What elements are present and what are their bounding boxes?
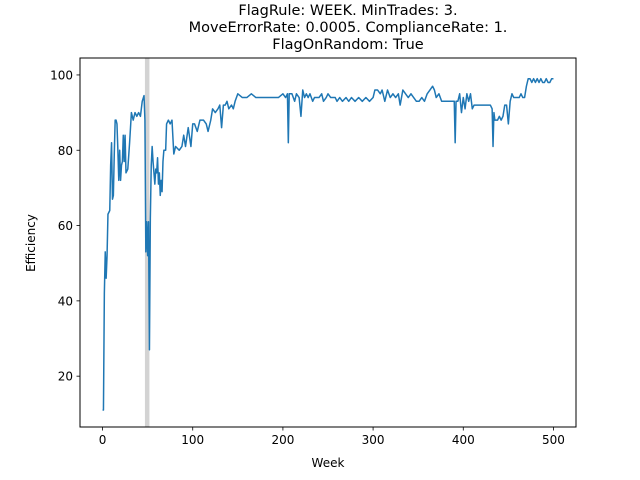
x-tick-label: 200 — [271, 433, 294, 447]
chart-title-line-2: MoveErrorRate: 0.0005. ComplianceRate: 1… — [189, 20, 508, 36]
y-tick-label: 100 — [50, 68, 73, 82]
efficiency-series-line — [102, 77, 554, 411]
y-axis-label: Efficiency — [24, 214, 38, 272]
x-tick-label: 100 — [181, 433, 204, 447]
x-axis-label: Week — [312, 456, 345, 470]
x-tick-label: 300 — [362, 433, 385, 447]
chart-title: FlagRule: WEEK. MinTrades: 3. MoveErrorR… — [189, 3, 508, 53]
y-tick-label: 40 — [58, 294, 73, 308]
plot-area-frame — [79, 57, 577, 428]
y-tick-label: 20 — [58, 370, 73, 384]
chart-title-line-1: FlagRule: WEEK. MinTrades: 3. — [238, 3, 457, 19]
chart-title-line-3: FlagOnRandom: True — [272, 37, 423, 53]
x-tick-label: 0 — [99, 433, 107, 447]
y-tick-label: 80 — [58, 144, 73, 158]
x-tick-label: 400 — [452, 433, 475, 447]
y-tick-label: 60 — [58, 219, 73, 233]
x-tick-label: 500 — [542, 433, 565, 447]
